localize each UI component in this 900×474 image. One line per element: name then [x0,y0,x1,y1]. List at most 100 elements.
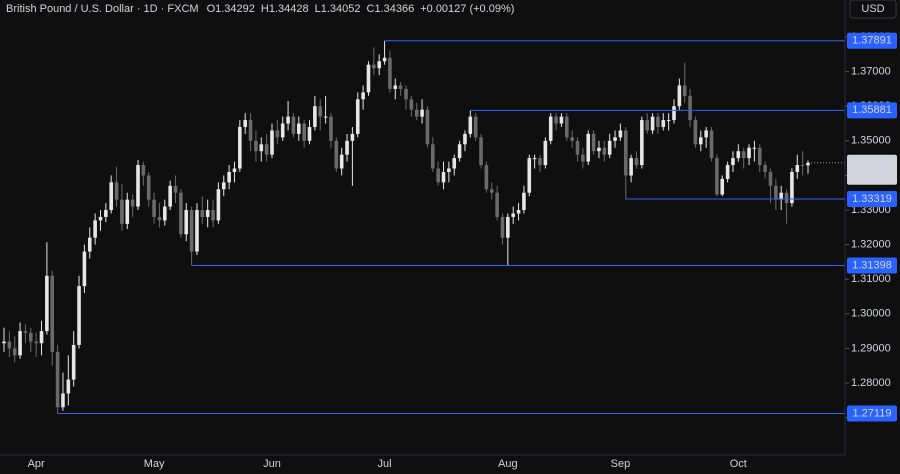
header-title: British Pound / U.S. Dollar · 1D · FXCM [6,3,199,15]
candle-body [629,158,633,176]
candle-body [93,220,97,238]
candle-body [763,165,767,172]
candle-body [677,85,682,107]
candle-body [61,393,65,408]
candle-body [699,137,703,145]
candle-body [82,251,87,287]
candle-body [500,216,505,238]
level-label: 1.31398 [852,259,892,271]
candle-body [800,165,805,167]
candle-body [565,116,569,138]
candle-body [168,185,172,207]
candle-body [736,151,741,159]
x-tick-label: Sep [611,458,631,470]
candle-body [602,147,607,155]
candle-body [329,116,333,141]
candle-body [2,341,6,344]
candle-body [50,275,55,352]
candle-body [709,130,714,159]
candle-body [141,165,146,176]
candle-body [120,199,124,224]
candle-body [227,171,231,183]
x-tick-label: Jun [263,458,281,470]
candle-body [71,344,76,380]
candle-body [436,168,440,183]
candle-body [393,85,398,89]
y-tick-label: 1.32000 [851,239,891,251]
candle-body [715,158,719,195]
candle-body [431,144,435,169]
candle-body [720,178,725,195]
candle-body [581,154,585,162]
candle-body [286,116,290,124]
header-ohlc: L1.34052 [315,3,361,15]
candle-body [377,61,381,69]
level-label-box [847,102,897,119]
candle-body [731,158,735,166]
candle-body [463,133,467,145]
candle-body [554,116,558,124]
candle-body [747,147,751,159]
candle-body [688,95,692,121]
candle-body [12,348,17,356]
candle-body [666,120,671,122]
candle-body [768,171,773,186]
level-label: 1.33319 [852,193,892,205]
candle-body [634,158,639,166]
candle-body [795,165,800,172]
candle-body [339,154,344,169]
candle-body [200,210,205,217]
candle-body [570,137,574,141]
x-tick-label: Aug [498,458,518,470]
candle-body [516,210,521,214]
candle-body [29,332,33,342]
candle-body [784,192,789,204]
y-tick-label: 1.30000 [851,308,891,320]
candle-body [725,165,730,179]
candle-body [388,57,392,89]
candle-body [313,106,317,127]
header-ohlc: H1.34428 [261,3,309,15]
candle-body [216,189,221,221]
candle-body [205,210,210,217]
candle-body [532,158,537,160]
candle-body [441,171,446,183]
candle-body [774,185,778,200]
candle-body [752,147,757,149]
candle-body [264,144,269,155]
candle-body [136,165,140,207]
x-tick-label: Jul [378,458,392,470]
price-axis: 1.270001.280001.290001.300001.310001.320… [28,31,897,470]
candle-body [275,130,280,138]
candle-body [109,182,113,211]
candle-body [484,165,489,190]
candle-body [163,206,167,221]
candle-body [221,182,226,190]
candle-body [232,168,237,172]
level-label-box [847,405,897,422]
candle-body [66,379,71,394]
candle-body [130,199,135,207]
candle-body [704,130,708,138]
candle-body [248,120,253,141]
candle-body [104,210,108,217]
candle-body [34,341,38,344]
candle-body [77,286,81,345]
candle-body [618,130,623,138]
candle-body [447,168,451,172]
candle-body [55,351,60,408]
candle-body [597,147,601,152]
y-tick-label: 1.37000 [851,66,891,78]
candle-body [527,158,532,193]
candle-body [506,216,510,238]
candle-body [114,182,119,200]
candle-body [522,192,526,211]
candle-body [382,57,387,62]
candle-body [366,64,371,93]
currency-box[interactable] [849,0,897,19]
level-label-box [847,32,897,49]
candle-body [179,192,183,235]
candle-body [757,147,762,166]
candle-body [473,116,478,138]
